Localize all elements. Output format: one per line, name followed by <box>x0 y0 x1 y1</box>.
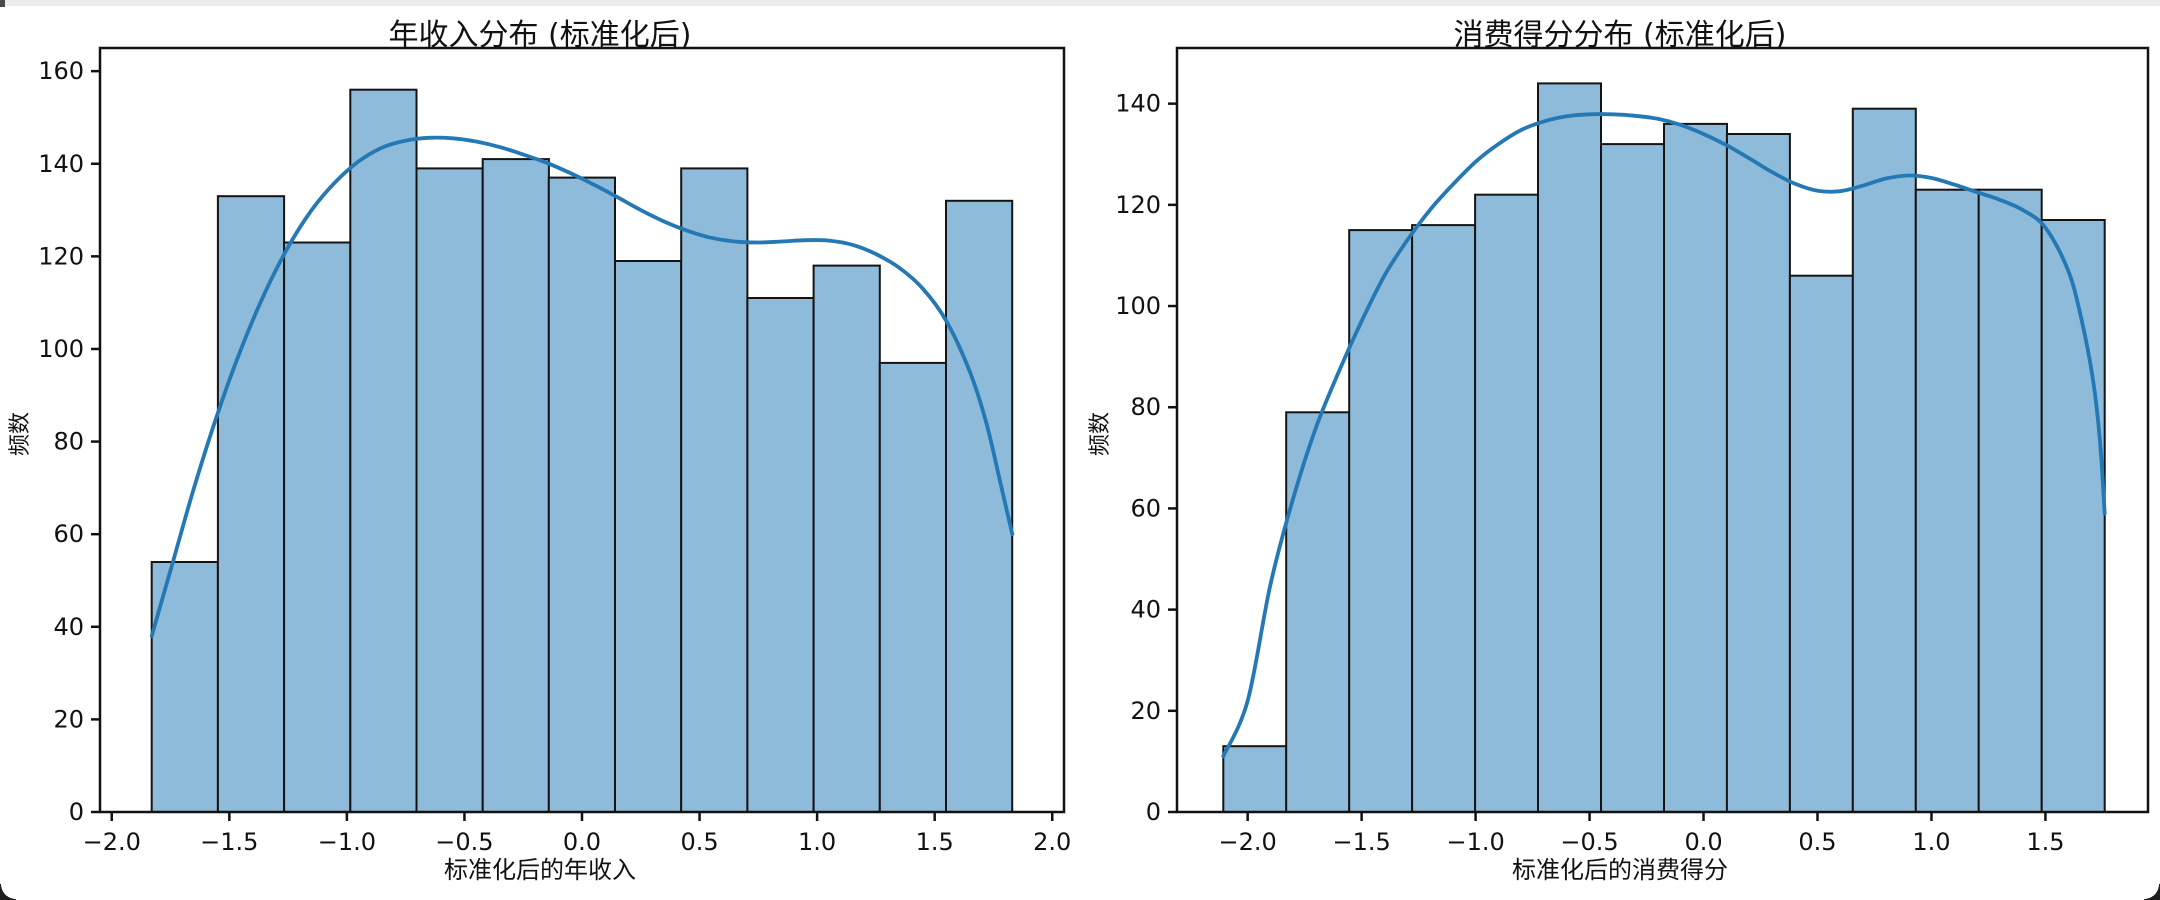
histogram-bar <box>1411 224 1477 814</box>
histogram-bar <box>812 264 881 814</box>
histogram-bar <box>1851 107 1917 813</box>
histogram-bar <box>1914 188 1980 813</box>
x-tick-label: −1.5 <box>200 828 258 856</box>
x-tick-label: 2.0 <box>1033 828 1071 856</box>
histogram-bar <box>1788 274 1854 813</box>
histogram-bars <box>1222 82 2106 814</box>
histogram-bar <box>945 199 1014 814</box>
axis-ticks: −2.0 −1.5 −1.0 −0.5 0.0 0.5 1.0 1.5 2.0 0 20 40 60 80… <box>38 57 1071 856</box>
histogram-bar <box>1222 745 1288 814</box>
histogram-bar <box>1537 82 1602 813</box>
x-tick-label: −0.5 <box>435 828 493 856</box>
x-tick-label: −0.5 <box>1560 828 1618 856</box>
y-tick-label: 80 <box>53 428 84 456</box>
x-axis-label: 标准化后的年收入 <box>444 856 636 884</box>
x-tick-label: −1.0 <box>318 828 376 856</box>
subplot-spending-score: 消费得分分布 (标准化后) 频数 标准化后的消费得分 −2.0 −1.5 −1.0−… <box>1080 0 2160 900</box>
x-tick-label: 1.5 <box>2026 828 2064 856</box>
histogram-bar <box>746 297 815 813</box>
plot-area: −2.0 −1.5 −1.0 −0.5 0.0 0.5 1.0 1.5 0 20 40 60 80 100… <box>1115 46 2150 856</box>
x-tick-label: 1.0 <box>1912 828 1950 856</box>
histogram-bar <box>216 195 286 813</box>
window-rounded-corner-bottom-left <box>0 884 16 900</box>
x-tick-label: 0.5 <box>680 828 718 856</box>
histogram-bar <box>1600 143 1665 814</box>
histogram-bar <box>1474 193 1540 813</box>
x-tick-label: 1.5 <box>916 828 954 856</box>
x-tick-label: 0.5 <box>1798 828 1836 856</box>
window-top-strip <box>0 0 2160 6</box>
axes-spines <box>1175 46 2150 814</box>
y-tick-label: 140 <box>1115 90 1161 118</box>
histogram-bar <box>1285 411 1351 813</box>
axis-ticks: −2.0 −1.5 −1.0 −0.5 0.0 0.5 1.0 1.5 0 20 40 60 80 100… <box>1115 90 2064 856</box>
x-axis-label: 标准化后的消费得分 <box>1512 856 1728 884</box>
kde-curve <box>1221 112 2107 759</box>
y-tick-label: 120 <box>38 242 84 270</box>
x-tick-label: −1.5 <box>1332 828 1390 856</box>
histogram-bar <box>1977 188 2043 813</box>
x-tick-label: −1.0 <box>1446 828 1504 856</box>
histogram-bar <box>1348 229 1414 814</box>
histogram-bar <box>1725 133 1791 813</box>
y-tick-label: 60 <box>53 520 84 548</box>
y-tick-label: 120 <box>1115 191 1161 219</box>
plot-area: −2.0 −1.5 −1.0 −0.5 0.0 0.5 1.0 1.5 2.0 0 20 40 60 80… <box>38 46 1071 856</box>
x-tick-label: 0.0 <box>1684 828 1722 856</box>
y-tick-label: 100 <box>1115 292 1161 320</box>
window-rounded-corner-bottom-right <box>2144 884 2160 900</box>
y-tick-label: 40 <box>53 613 84 641</box>
y-tick-label: 60 <box>1130 494 1161 522</box>
y-tick-label: 160 <box>38 57 84 85</box>
y-tick-label: 100 <box>38 335 84 363</box>
y-tick-label: 0 <box>1146 798 1161 826</box>
histogram-bar <box>680 167 749 813</box>
y-tick-label: 20 <box>1130 697 1161 725</box>
x-tick-label: −2.0 <box>83 828 141 856</box>
histogram-bar <box>878 361 947 813</box>
y-tick-label: 140 <box>38 150 84 178</box>
y-tick-label: 40 <box>1130 596 1161 624</box>
x-tick-label: 1.0 <box>798 828 836 856</box>
y-tick-label: 0 <box>69 798 84 826</box>
y-tick-label: 80 <box>1130 393 1161 421</box>
histogram-bar <box>1663 122 1728 813</box>
y-tick-label: 20 <box>53 705 84 733</box>
histogram-bar <box>349 88 418 813</box>
histogram-bar <box>614 260 683 813</box>
subplot-annual-income: 年收入分布 (标准化后) 频数 标准化后的年收入 −2.0 −1.5 −1.0 −0.… <box>8 18 1071 884</box>
histogram-bar <box>2040 219 2106 813</box>
histogram-bar <box>283 241 352 813</box>
x-tick-label: 0.0 <box>563 828 601 856</box>
window-top-left-edge <box>0 0 5 7</box>
kde-curve <box>149 135 1015 638</box>
x-tick-label: −2.0 <box>1219 828 1277 856</box>
histogram-bar <box>415 167 484 813</box>
histogram-bar <box>481 158 550 814</box>
histogram-bars <box>150 88 1014 814</box>
histogram-bar <box>547 176 616 814</box>
